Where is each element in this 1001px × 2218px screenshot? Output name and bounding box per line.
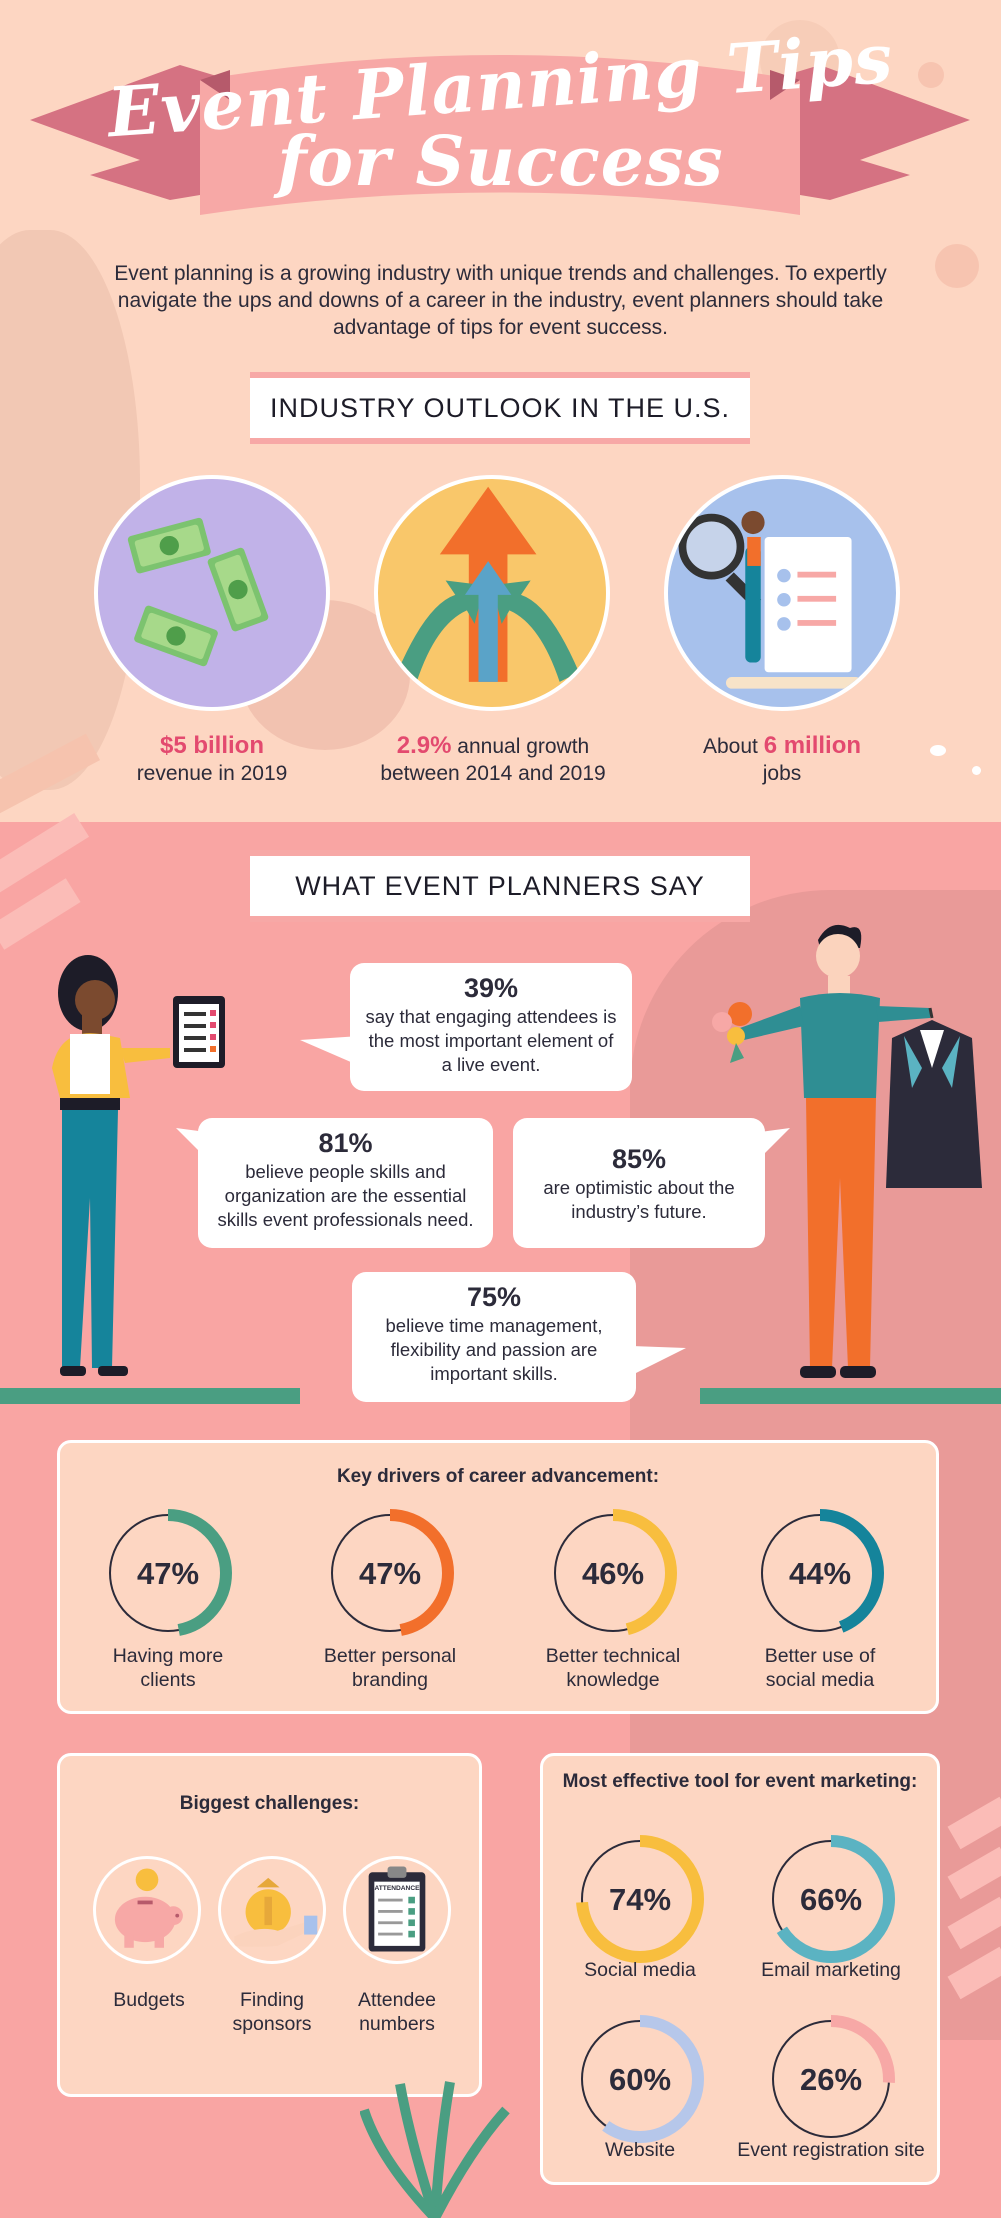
top-section: Event Planning Tips for Success Event pl… [0,0,1001,822]
marketing-tools-panel: Most effective tool for event marketing:… [540,1753,940,2185]
marketing-title: Most effective tool for event marketing: [562,1771,918,1792]
challenge-label-sponsors: Finding sponsors [232,1989,312,2035]
driver-donut-label-1: Better personal branding [323,1645,457,1691]
bubble-tail [760,1128,790,1158]
driver-donut-arc-1 [326,1509,454,1637]
bubble-75-pct: 75% [466,1282,522,1312]
what-planners-say-heading: WHAT EVENT PLANNERS SAY [250,850,750,922]
man-with-suit-illustration [712,924,982,1378]
stat-revenue-text: revenue in 2019 [136,762,288,785]
ground-left [0,1388,300,1404]
bubble-81-text: believe people skills and organization a… [217,1161,474,1230]
bubble-tail [300,1036,360,1066]
marketing-donut-value-0: 74% [609,1882,671,1917]
marketing-donut-arc-2 [576,2015,704,2143]
bubble-81-pct: 81% [318,1128,373,1158]
attendance-icon-text: ATTENDANCE [374,1885,420,1892]
driver-donut-arc-2 [549,1509,677,1637]
stat-jobs-value: 6 million [763,732,862,759]
career-drivers-panel: Key drivers of career advancement: 47% Ha… [57,1440,939,1714]
bubble-85-pct: 85% [611,1144,667,1174]
marketing-donut-3: 26% [767,2015,895,2143]
page-title: Event Planning Tips for Success [0,19,1001,202]
bubble-39-text: say that engaging attendees is the most … [365,1006,617,1075]
marketing-donut-label-2: Website [604,2139,676,2161]
challenges-title: Biggest challenges: [179,1793,360,1814]
decor-dot [972,766,981,775]
decor-dot [930,745,946,756]
driver-donut-2: 46% [549,1509,677,1637]
stat-revenue: $5 billion revenue in 2019 [62,732,362,787]
intro-text: Event planning is a growing industry wit… [114,262,887,339]
woman-with-clipboard-illustration [52,955,225,1376]
stat-revenue-value: $5 billion [159,732,264,759]
speech-bubble-81: 81% believe people skills and organizati… [198,1118,493,1248]
money-icon [94,475,330,711]
driver-donut-0: 47% [104,1509,232,1637]
decor-dot [918,62,944,88]
industry-outlook-heading: INDUSTRY OUTLOOK IN THE U.S. [250,372,750,444]
money-bag-hand-icon [218,1856,326,1964]
bubble-tail [176,1128,206,1158]
job-search-icon [664,475,900,711]
ground-right [700,1388,1001,1404]
marketing-donut-value-1: 66% [800,1882,862,1917]
challenge-label-attendee: Attendee numbers [357,1989,437,2035]
challenge-label-budgets: Budgets [113,1989,185,2011]
driver-donut-3: 44% [756,1509,884,1637]
driver-donut-label-3: Better use of social media [764,1645,876,1691]
stat-growth-text: between 2014 and 2019 [380,762,606,785]
marketing-donut-label-0: Social media [584,1959,696,1981]
decor-stripe [0,812,90,896]
marketing-donut-2: 60% [576,2015,704,2143]
bubble-75-text: believe time management, flexibility and… [385,1315,603,1384]
growth-arrows-icon [374,475,610,711]
bubble-85-text: are optimistic about the industry’s futu… [543,1177,735,1222]
marketing-donut-label-1: Email marketing [761,1959,901,1981]
bubble-tail [630,1346,686,1376]
palm-leaf-decor [360,2081,510,2218]
speech-bubble-85: 85% are optimistic about the industry’s … [513,1118,765,1248]
stat-growth-text-after: annual growth [457,735,590,758]
driver-donut-label-0: Having more clients [112,1645,224,1691]
marketing-donut-label-3: Event registration site [737,2139,925,2161]
stat-jobs: About 6 million jobs [632,732,932,787]
stat-growth-value: 2.9% [396,732,452,759]
decor-dot [935,244,979,288]
marketing-donut-value-3: 26% [800,2062,862,2097]
decor-stripe [0,878,81,950]
driver-donut-value-2: 46% [582,1556,644,1591]
attendance-clipboard-icon: ATTENDANCE [343,1856,451,1964]
driver-donut-arc-0 [104,1509,232,1637]
career-drivers-title: Key drivers of career advancement: [336,1466,660,1487]
bubble-39-pct: 39% [463,973,519,1003]
marketing-donut-arc-0 [576,1835,704,1963]
decor-blob [0,230,140,790]
title-ribbon [30,55,970,215]
driver-donut-label-2: Better technical knowledge [545,1645,681,1691]
title-line-2: for Success [277,122,724,202]
speech-bubble-75: 75% believe time management, flexibility… [352,1272,636,1402]
stat-jobs-prefix: About [702,735,758,758]
driver-donut-value-1: 47% [359,1556,421,1591]
speech-bubble-39: 39% say that engaging attendees is the m… [350,963,632,1091]
driver-donut-arc-3 [756,1509,884,1637]
stat-jobs-text: jobs [762,762,802,785]
piggy-bank-icon [93,1856,201,1964]
challenges-panel: Biggest challenges: ATTENDANCE [57,1753,482,2097]
stat-growth: 2.9% annual growth between 2014 and 2019 [343,732,643,787]
marketing-donut-1: 66% [767,1835,895,1963]
driver-donut-value-3: 44% [789,1556,851,1591]
driver-donut-1: 47% [326,1509,454,1637]
marketing-donut-arc-1 [767,1835,895,1963]
marketing-donut-arc-3 [767,2015,895,2143]
marketing-donut-value-2: 60% [609,2062,671,2097]
driver-donut-value-0: 47% [137,1556,199,1591]
marketing-donut-0: 74% [576,1835,704,1963]
